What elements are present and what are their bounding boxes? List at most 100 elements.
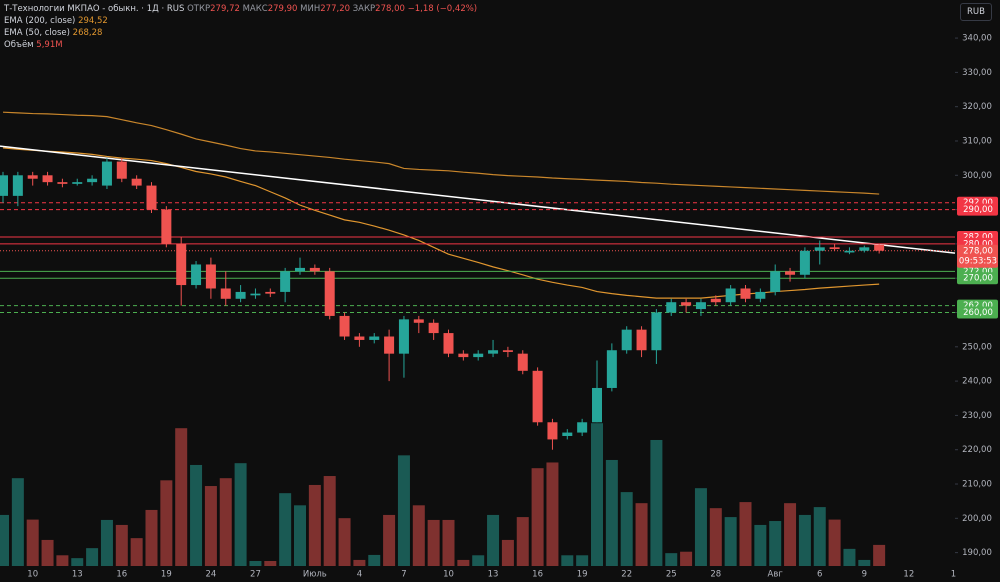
y-tick-label: 250,00	[962, 342, 992, 352]
candle-body	[384, 336, 395, 354]
x-tick-label: 24	[205, 570, 216, 580]
volume-bar	[383, 514, 396, 566]
legend: Т-Технологии МКПАО - обыкн. · 1Д · RUS О…	[4, 3, 477, 51]
currency-button[interactable]: RUB	[960, 3, 992, 21]
trendline	[0, 145, 956, 254]
candle-body	[562, 432, 573, 436]
price-label: 278,00	[963, 246, 993, 256]
x-tick-label: 13	[72, 570, 83, 580]
level-tag	[957, 203, 998, 216]
candle-body	[473, 353, 484, 358]
volume-bar	[724, 517, 737, 566]
y-tick-label: 220,00	[962, 445, 992, 455]
volume-bar	[308, 484, 321, 566]
volume-bar	[86, 548, 99, 566]
candle-body	[72, 182, 83, 184]
volume-bar	[294, 505, 306, 566]
x-tick-label: 27	[250, 570, 261, 580]
candle-body	[636, 329, 647, 351]
volume-bar	[175, 428, 188, 566]
candle-body	[146, 185, 157, 210]
candle-body	[309, 267, 320, 272]
x-tick-label: Июль	[303, 570, 327, 580]
volume-bar	[323, 476, 336, 566]
candle-body	[547, 422, 558, 440]
candle-body	[740, 288, 751, 299]
level-label: 290,00	[963, 205, 993, 215]
volume-bar	[650, 439, 663, 566]
volume-bar	[591, 423, 603, 566]
indicator-row[interactable]: EMA (50, close) 268,28	[4, 27, 477, 39]
indicator-row[interactable]: Объём 5,91M	[4, 39, 477, 51]
candle-body	[606, 350, 617, 388]
volume-bar	[442, 519, 455, 566]
candle-body	[681, 302, 692, 306]
x-tick-label: 10	[443, 570, 454, 580]
candle-body	[220, 288, 231, 299]
x-tick-label: 16	[116, 570, 127, 580]
candle-body	[502, 350, 513, 352]
candle-body	[666, 302, 677, 313]
volume-bar	[501, 539, 514, 566]
level-label: 280,00	[963, 239, 993, 249]
high-value: 279,90	[267, 4, 298, 14]
candle-body	[339, 315, 350, 337]
indicator-name: Объём	[4, 40, 34, 50]
candle-body	[280, 271, 291, 292]
x-tick-label: 22	[621, 570, 632, 580]
x-tick-label: 6	[817, 570, 822, 580]
candle-body	[829, 247, 840, 250]
candle-body	[785, 271, 796, 275]
candle-body	[191, 264, 202, 286]
volume-bar	[71, 558, 84, 566]
volume-bar	[219, 478, 232, 566]
y-tick-label: 230,00	[962, 411, 992, 421]
volume-bar	[739, 502, 752, 566]
volume-bar	[115, 524, 128, 566]
level-label: 260,00	[963, 308, 993, 318]
candle-body	[265, 291, 276, 294]
candle-body	[161, 209, 172, 244]
candle-body	[101, 161, 112, 186]
y-tick-label: 240,00	[962, 377, 992, 387]
volume-bar	[0, 514, 9, 566]
volume-bar	[873, 544, 886, 566]
y-tick-label: 210,00	[962, 480, 992, 490]
volume-bar	[754, 524, 767, 566]
price-axis	[955, 0, 1000, 582]
candle-body	[354, 336, 365, 340]
open-value: 279,72	[210, 4, 240, 14]
candle-body	[651, 312, 662, 351]
volume-bar	[279, 493, 292, 566]
candle-body	[844, 250, 855, 253]
volume-bar	[234, 463, 247, 566]
volume-bar	[264, 561, 277, 566]
candle-body	[27, 175, 38, 179]
indicator-row[interactable]: EMA (200, close) 294,52	[4, 15, 477, 27]
level-tag	[957, 272, 998, 285]
volume-bar	[813, 507, 826, 566]
level-label: 262,00	[963, 301, 993, 311]
volume-bar	[472, 555, 485, 566]
volume-bar	[694, 488, 707, 566]
x-tick-label: 13	[488, 570, 499, 580]
x-tick-label: 25	[666, 570, 677, 580]
candle-body	[131, 178, 142, 186]
y-tick-label: 330,00	[962, 68, 992, 78]
candle-body	[428, 322, 439, 334]
symbol: Т-Технологии МКПАО - обыкн. · 1Д · RUS	[4, 4, 185, 14]
y-tick-label: 340,00	[962, 34, 992, 44]
open-label: ОТКР	[187, 4, 211, 14]
candle-body	[517, 353, 528, 371]
indicator-value: 5,91M	[36, 40, 63, 50]
x-tick-label: 7	[401, 570, 406, 580]
candle-body	[413, 319, 424, 323]
candle-body	[324, 271, 335, 316]
x-tick-label: 4	[357, 570, 362, 580]
volume-bar	[843, 548, 856, 566]
candle-body	[725, 288, 736, 303]
candle-body	[532, 370, 543, 423]
level-tag	[957, 306, 998, 319]
volume-bar	[412, 505, 425, 566]
